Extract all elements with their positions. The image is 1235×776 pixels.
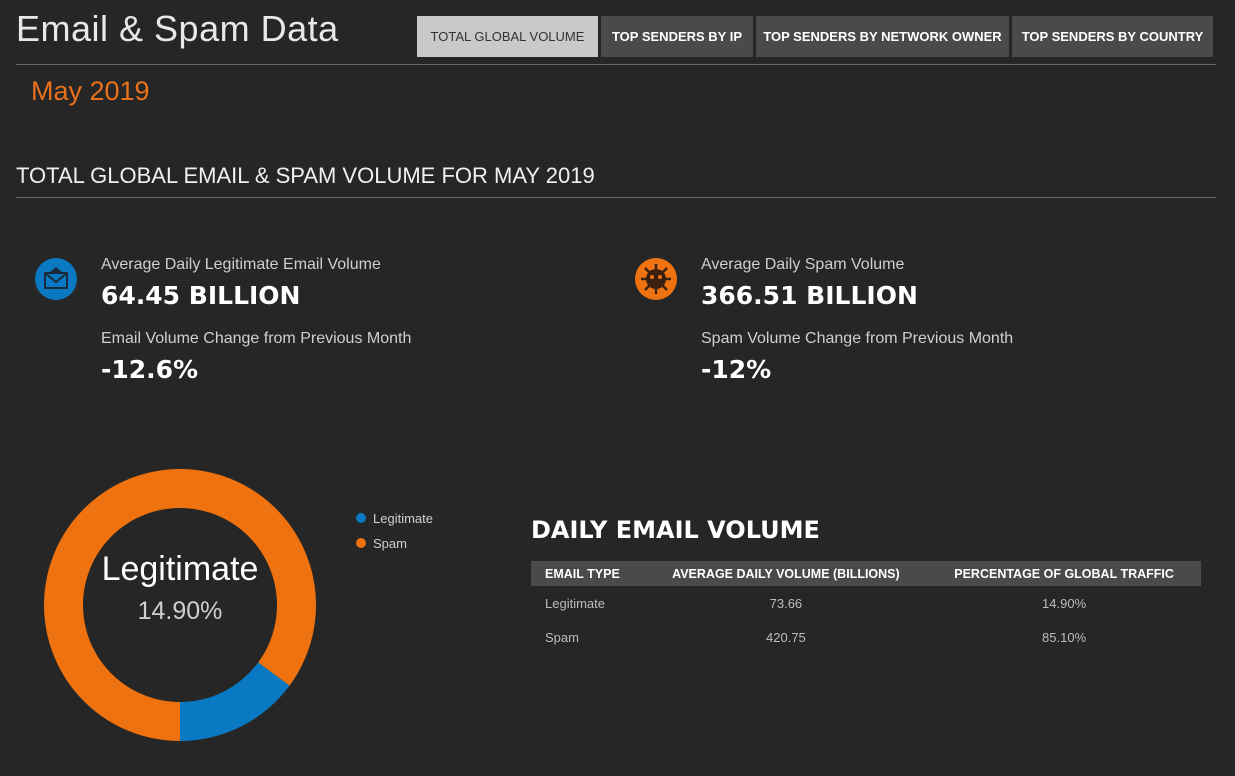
donut-center-label: Legitimate: [102, 550, 259, 588]
stat-value: 64.45 BILLION: [101, 281, 301, 310]
row: Spam 420.75 85.10%: [531, 620, 1201, 654]
stat-label: Email Volume Change from Previous Month: [101, 330, 412, 347]
spam-icon: [635, 258, 677, 300]
donut-segment: [180, 662, 290, 741]
row: Legitimate 73.66 14.90%: [531, 586, 1201, 620]
tab[interactable]: TOP SENDERS BY COUNTRY: [1012, 16, 1213, 57]
column-header: PERCENTAGE OF GLOBAL TRAFFIC: [927, 561, 1201, 586]
tab[interactable]: TOP SENDERS BY NETWORK OWNER: [756, 16, 1009, 57]
stat-value: 366.51 BILLION: [701, 281, 918, 310]
data-table: EMAIL TYPE AVERAGE DAILY VOLUME (BILLION…: [531, 561, 1201, 654]
donut-chart: Spam Legitimate Legitimate 14.90%: [44, 469, 433, 741]
email-icon: [35, 258, 77, 300]
table-title: DAILY EMAIL VOLUME: [531, 516, 820, 544]
legend-label: Spam: [373, 536, 407, 551]
stat-label: Average Daily Spam Volume: [701, 256, 905, 273]
tab[interactable]: TOP SENDERS BY IP: [601, 16, 753, 57]
legend-label: Legitimate: [373, 511, 433, 526]
cell: 420.75: [766, 629, 806, 645]
stat-label: Average Daily Legitimate Email Volume: [101, 256, 381, 273]
divider: [16, 197, 1216, 198]
cell: 73.66: [769, 595, 803, 611]
section-title: TOTAL GLOBAL EMAIL & SPAM VOLUME FOR MAY…: [16, 163, 595, 188]
header-row: EMAIL TYPE AVERAGE DAILY VOLUME (BILLION…: [531, 561, 1201, 586]
cell: 14.90%: [1042, 595, 1087, 611]
column-header: AVERAGE DAILY VOLUME (BILLIONS): [644, 561, 928, 586]
cell: Spam: [545, 629, 579, 645]
column-header: EMAIL TYPE: [531, 561, 645, 586]
divider: [16, 64, 1216, 65]
legend-marker: [356, 538, 366, 548]
stat-label: Spam Volume Change from Previous Month: [701, 330, 1014, 347]
period: May 2019: [31, 76, 150, 106]
page-title: Email & Spam Data: [16, 8, 339, 49]
cell: Legitimate: [545, 595, 605, 611]
tab[interactable]: TOTAL GLOBAL VOLUME: [417, 16, 598, 57]
stat-value: -12%: [701, 355, 772, 384]
stat-value: -12.6%: [101, 355, 199, 384]
donut-center-value: 14.90%: [138, 597, 223, 625]
cell: 85.10%: [1042, 629, 1087, 645]
legend-marker: [356, 513, 366, 523]
